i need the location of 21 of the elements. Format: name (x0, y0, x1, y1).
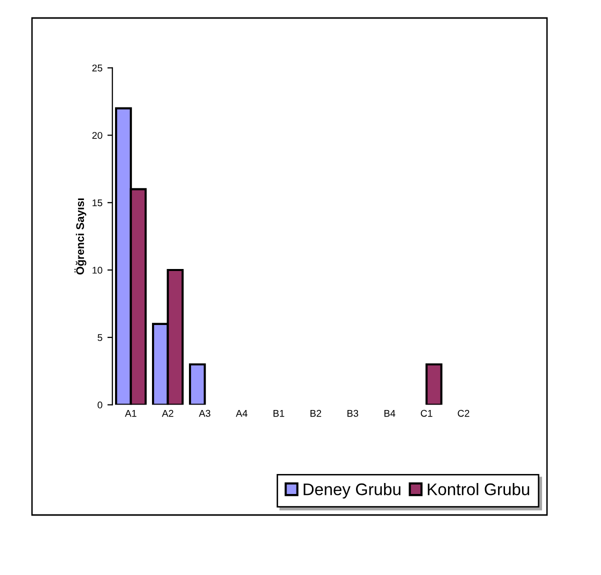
x-tick-label: B4 (384, 410, 396, 417)
bar (188, 363, 206, 405)
x-tick-label: A4 (236, 410, 248, 417)
legend-label: Deney Grubu (304, 482, 400, 499)
y-axis-title: Öğrenci Sayısı (74, 198, 86, 274)
x-tick-label: A3 (198, 410, 210, 417)
x-tick-label: C1 (420, 410, 432, 417)
x-tick-label: A2 (162, 410, 174, 417)
x-tick-label: B3 (347, 410, 358, 417)
x-tick-label: B1 (274, 410, 284, 417)
bar (426, 363, 442, 405)
y-tick-label: 25 (92, 64, 102, 72)
x-tick-label: C2 (458, 410, 470, 417)
legend-label: Kontrol Grubu (428, 482, 530, 496)
y-tick-label: 5 (98, 334, 102, 342)
x-tick-label: A1 (124, 410, 136, 417)
y-tick-label: 0 (98, 402, 102, 408)
x-tick-label: B2 (310, 410, 322, 417)
y-tick-label: 20 (92, 132, 102, 139)
y-tick-label: 15 (92, 199, 102, 206)
y-tick-label: 10 (92, 266, 102, 274)
